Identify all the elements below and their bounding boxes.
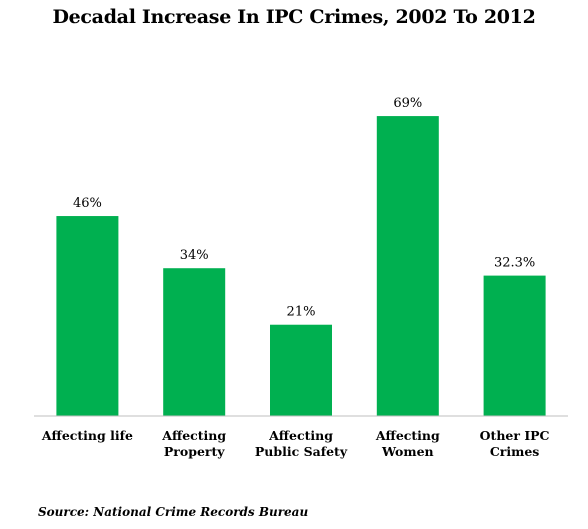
- data-label-1: 46%: [73, 196, 102, 211]
- source-note: Source: National Crime Records Bureau: [38, 505, 309, 519]
- category-labels-group: Affecting life AffectingPropertyAffecting…: [41, 428, 550, 459]
- category-label-3-line-2: Public Safety: [255, 444, 348, 459]
- category-label-5-line-2: Crimes: [490, 444, 540, 459]
- category-label-5-line-1: Other IPC: [480, 428, 550, 443]
- data-label-4: 69%: [393, 96, 422, 111]
- data-label-3: 21%: [287, 305, 316, 320]
- bar-3: [270, 324, 332, 416]
- data-label-5: 32.3%: [494, 256, 535, 271]
- category-label-3-line-1: Affecting: [268, 428, 333, 443]
- category-label-1-line-1: Affecting life: [41, 428, 133, 443]
- chart-title: Decadal Increase In IPC Crimes, 2002 To …: [52, 6, 536, 28]
- bar-2: [163, 268, 226, 416]
- bars-group: [56, 116, 546, 416]
- bar-4: [376, 116, 439, 416]
- data-labels-group: 46% 34% 21% 69% 32.3%: [73, 96, 535, 320]
- category-label-2-line-1: Affecting: [161, 428, 226, 443]
- bar-1: [56, 216, 119, 416]
- data-label-2: 34%: [180, 248, 209, 263]
- category-label-4-line-1: Affecting: [375, 428, 440, 443]
- category-label-4-line-2: Women: [381, 444, 434, 459]
- bar-5: [483, 275, 546, 416]
- category-label-2-line-2: Property: [164, 444, 225, 459]
